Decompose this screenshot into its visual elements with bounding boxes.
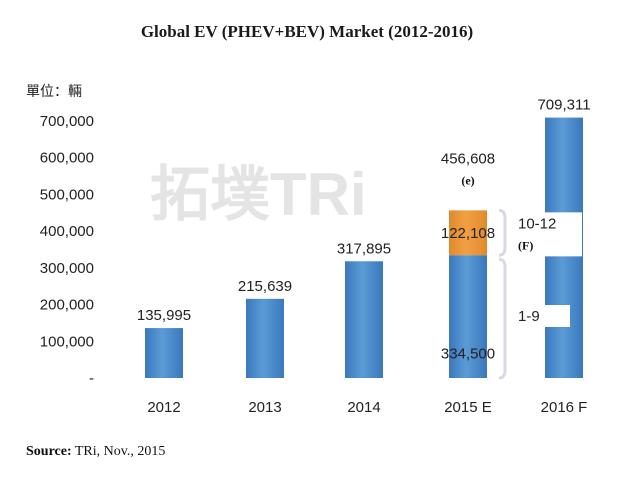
y-tick-label: 300,000	[40, 260, 94, 277]
annotation-label-base: 1-9	[518, 308, 540, 325]
x-axis-ticks: 2012 2013 2014 2015 E 2016 F	[147, 399, 587, 416]
y-tick-label: 100,000	[40, 333, 94, 350]
x-tick-label: 2012	[147, 399, 180, 416]
chart-title: Global EV (PHEV+BEV) Market (2012-2016)	[141, 22, 473, 41]
y-tick-label: 500,000	[40, 186, 94, 203]
y-tick-label: 700,000	[40, 113, 94, 130]
source-text: TRi, Nov., 2015	[72, 444, 166, 459]
bracket-top	[498, 208, 507, 257]
x-tick-label: 2013	[248, 399, 281, 416]
source-note: Source: TRi, Nov., 2015	[26, 444, 165, 459]
bar	[145, 328, 183, 378]
stack-label-top: 122,108	[441, 225, 495, 242]
data-label: 317,895	[337, 240, 391, 257]
source-label: Source:	[26, 444, 72, 459]
total-note: (e)	[461, 173, 474, 187]
bar	[246, 298, 284, 378]
annotation-box-top	[512, 212, 582, 257]
total-label: 456,608	[441, 150, 495, 167]
data-label: 215,639	[238, 278, 292, 295]
bar-stack-top	[449, 210, 487, 256]
y-tick-label: -	[89, 370, 94, 387]
y-tick-label: 200,000	[40, 297, 94, 314]
annotation-box-base	[512, 305, 570, 327]
watermark: 拓墣TRi	[150, 161, 367, 228]
data-label: 135,995	[137, 307, 191, 324]
x-tick-label: 2014	[347, 399, 380, 416]
data-labels: 135,995 215,639 317,895 709,311 456,608 (e) 12…	[137, 97, 591, 363]
bar	[449, 255, 487, 378]
bar	[345, 261, 383, 378]
annotation-note-top: (F)	[518, 238, 533, 252]
y-axis-ticks: - 100,000 200,000 300,000 400,000 500,000 600,…	[40, 113, 94, 387]
bracket-base	[498, 257, 507, 380]
annotations: 10-12 (F) 1-9	[498, 208, 582, 380]
data-label: 709,311	[537, 97, 590, 114]
y-tick-label: 400,000	[40, 223, 94, 240]
x-tick-label: 2016 F	[541, 399, 588, 416]
unit-label: 單位：輛	[26, 83, 82, 99]
annotation-label-top: 10-12	[518, 215, 556, 232]
x-tick-label: 2015 E	[444, 399, 492, 416]
y-tick-label: 600,000	[40, 150, 94, 167]
stack-label-base: 334,500	[441, 345, 495, 362]
